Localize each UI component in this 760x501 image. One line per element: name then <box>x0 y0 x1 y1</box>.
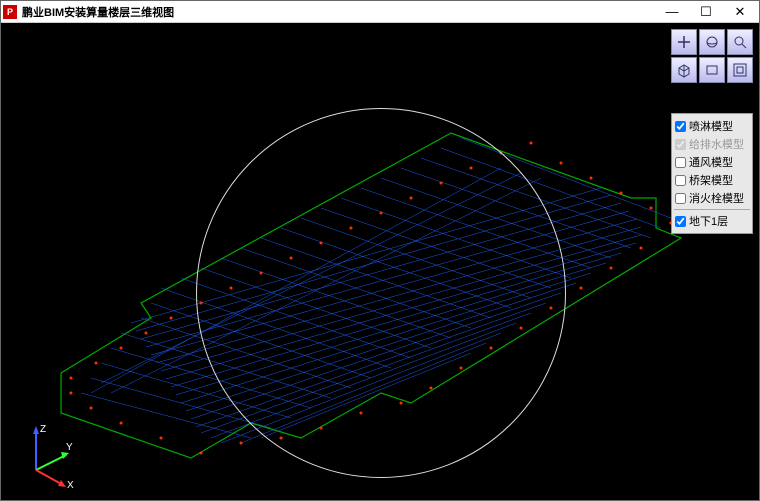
app-icon: P <box>3 5 17 19</box>
orbit-gizmo-circle[interactable] <box>196 108 566 478</box>
floor-checkbox[interactable] <box>675 216 686 227</box>
tool-orbit-icon[interactable] <box>699 29 725 55</box>
axis-z-label: Z <box>40 424 46 435</box>
layer-label: 喷淋模型 <box>689 118 733 134</box>
titlebar[interactable]: P 鹏业BIM安装算量楼层三维视图 — ☐ ✕ <box>1 1 759 23</box>
tool-zoom-icon[interactable] <box>727 29 753 55</box>
layer-checkbox[interactable] <box>675 157 686 168</box>
window-title: 鹏业BIM安装算量楼层三维视图 <box>22 4 655 20</box>
maximize-button[interactable]: ☐ <box>689 2 723 22</box>
tool-front-icon[interactable] <box>699 57 725 83</box>
layer-label: 通风模型 <box>689 154 733 170</box>
minimize-button[interactable]: — <box>655 2 689 22</box>
tool-pan-icon[interactable] <box>671 29 697 55</box>
floor-label: 地下1层 <box>689 213 728 229</box>
tool-fit-icon[interactable] <box>727 57 753 83</box>
axis-gizmo[interactable]: Z Y X <box>11 420 81 490</box>
axis-x-label: X <box>67 480 74 490</box>
layer-checkbox <box>675 139 686 150</box>
layer-checkbox[interactable] <box>675 121 686 132</box>
close-button[interactable]: ✕ <box>723 2 757 22</box>
layer-row: 给排水模型 <box>674 135 750 153</box>
floor-row[interactable]: 地下1层 <box>674 212 750 230</box>
view-toolbar <box>671 29 753 83</box>
layer-row[interactable]: 桥架模型 <box>674 171 750 189</box>
layer-label: 消火栓模型 <box>689 190 744 206</box>
axis-y-label: Y <box>66 442 73 453</box>
tool-iso-icon[interactable] <box>671 57 697 83</box>
layer-label: 桥架模型 <box>689 172 733 188</box>
layer-row[interactable]: 喷淋模型 <box>674 117 750 135</box>
layer-row[interactable]: 消火栓模型 <box>674 189 750 207</box>
layer-checkbox[interactable] <box>675 193 686 204</box>
layer-panel: 喷淋模型 给排水模型 通风模型 桥架模型 消火栓模型 地下1层 <box>671 113 753 234</box>
layer-row[interactable]: 通风模型 <box>674 153 750 171</box>
application-window: P 鹏业BIM安装算量楼层三维视图 — ☐ ✕ <box>0 0 760 501</box>
window-controls: — ☐ ✕ <box>655 2 757 22</box>
layer-checkbox[interactable] <box>675 175 686 186</box>
panel-divider <box>674 209 750 210</box>
viewport-3d[interactable]: Z Y X 喷淋模型 给排水模型 通风模型 桥架模型 消火栓模型 地下1层 <box>1 23 759 500</box>
layer-label: 给排水模型 <box>689 136 744 152</box>
